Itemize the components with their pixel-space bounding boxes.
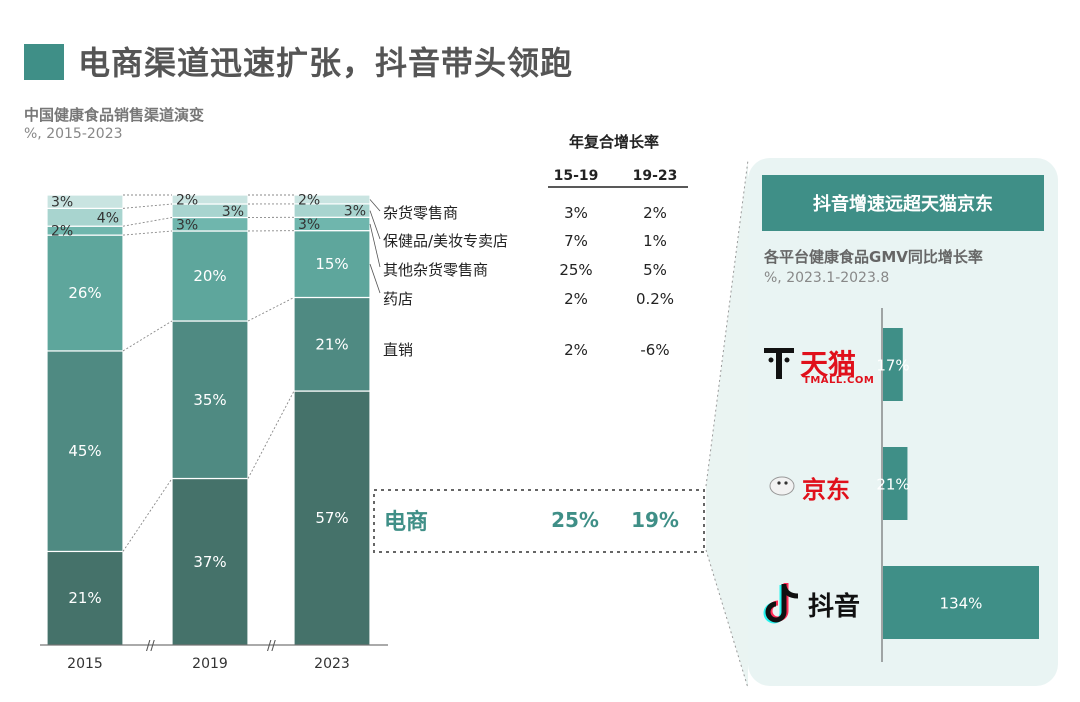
bar-segment bbox=[171, 320, 249, 480]
table-cagr-19-23: -6% bbox=[640, 341, 669, 359]
x-tick-label: 2019 bbox=[192, 656, 228, 672]
series-connector bbox=[122, 478, 173, 552]
table-cagr-15-19: 7% bbox=[564, 232, 588, 250]
bar-data-label: 26% bbox=[68, 284, 101, 302]
tmall-logo-icon bbox=[764, 348, 794, 379]
bar-segment bbox=[293, 390, 371, 646]
table-channel: 药店 bbox=[383, 290, 413, 308]
bar-data-label: 2% bbox=[298, 192, 320, 208]
table-cagr-15-19: 25% bbox=[559, 261, 592, 279]
axis-break-icon: // bbox=[267, 639, 276, 654]
chart-subtitle: 中国健康食品销售渠道演变 bbox=[24, 106, 205, 124]
highlight-c2: 19% bbox=[631, 508, 679, 532]
jd-logo-text: 京东 bbox=[802, 476, 850, 504]
douyin-logo-text: 抖音 bbox=[808, 592, 861, 622]
bar-data-label: 21% bbox=[68, 589, 101, 607]
bar-segment bbox=[171, 477, 249, 646]
connector-line-bottom bbox=[705, 549, 749, 689]
panel-connector bbox=[706, 160, 748, 688]
tmall-logo-subtext: TMALL.COM bbox=[803, 375, 875, 386]
x-tick-label: 2015 bbox=[67, 656, 103, 672]
platform-bar bbox=[883, 566, 1039, 639]
bar-segment bbox=[46, 194, 124, 209]
jd-logo-icon bbox=[769, 476, 795, 496]
series-connector bbox=[122, 203, 173, 209]
series-connector bbox=[247, 390, 295, 479]
highlight-channel: 电商 bbox=[384, 509, 428, 535]
title-accent-block bbox=[24, 44, 64, 80]
page-title: 电商渠道迅速扩张，抖音带头领跑 bbox=[78, 44, 574, 82]
highlight-c1: 25% bbox=[551, 508, 599, 532]
bar-data-label: 21% bbox=[315, 335, 348, 353]
table-cagr-19-23: 2% bbox=[643, 204, 667, 222]
bar-data-label: 45% bbox=[68, 442, 101, 460]
legend-leader-line bbox=[369, 199, 381, 212]
axis-break-icon: // bbox=[146, 639, 155, 654]
bar-data-label: 3% bbox=[222, 204, 244, 220]
table-cagr-19-23: 5% bbox=[643, 261, 667, 279]
bar-data-label: 35% bbox=[193, 391, 226, 409]
series-connector bbox=[122, 320, 173, 352]
table-channel: 杂货零售商 bbox=[383, 204, 458, 222]
bar-data-label: 15% bbox=[315, 255, 348, 273]
bar-segment bbox=[293, 296, 371, 392]
table-cagr-15-19: 3% bbox=[564, 204, 588, 222]
table-channel: 其他杂货零售商 bbox=[383, 261, 488, 279]
table-col-19-23: 19-23 bbox=[633, 168, 678, 184]
panel-title: 各平台健康食品GMV同比增长率 bbox=[764, 248, 983, 266]
platform-bar-label: 21% bbox=[876, 476, 909, 494]
chart-unit: %, 2015-2023 bbox=[24, 126, 123, 142]
bar-segment bbox=[171, 230, 249, 322]
bar-segment bbox=[171, 194, 249, 205]
legend-leader-line bbox=[369, 223, 381, 268]
series-connector bbox=[247, 297, 295, 322]
table-header: 年复合增长率 bbox=[569, 133, 659, 151]
platform-bar bbox=[883, 447, 908, 520]
bar-data-label: 4% bbox=[97, 210, 119, 226]
platform-bar-label: 17% bbox=[876, 357, 909, 375]
legend-leader-line bbox=[369, 263, 381, 294]
table-channel: 保健品/美妆专卖店 bbox=[383, 232, 508, 250]
tmall-logo-text: 天猫 bbox=[800, 348, 857, 381]
platform-bar-label: 134% bbox=[940, 595, 983, 613]
douyin-logo-icon bbox=[763, 583, 799, 624]
bar-data-label: 3% bbox=[176, 217, 198, 233]
series-connector bbox=[122, 230, 173, 236]
bar-data-label: 2% bbox=[176, 193, 198, 209]
bar-data-label: 20% bbox=[193, 267, 226, 285]
bar-data-label: 3% bbox=[51, 195, 73, 211]
bar-data-label: 3% bbox=[298, 217, 320, 233]
bar-data-label: 3% bbox=[344, 204, 366, 220]
x-tick-label: 2023 bbox=[314, 656, 350, 672]
table-cagr-15-19: 2% bbox=[564, 341, 588, 359]
bar-data-label: 2% bbox=[51, 224, 73, 240]
bar-data-label: 57% bbox=[315, 509, 348, 527]
panel-unit: %, 2023.1-2023.8 bbox=[764, 270, 890, 286]
table-cagr-19-23: 0.2% bbox=[636, 290, 674, 308]
platform-bar bbox=[883, 328, 903, 401]
table-cagr-15-19: 2% bbox=[564, 290, 588, 308]
table-cagr-19-23: 1% bbox=[643, 232, 667, 250]
bar-segment bbox=[293, 230, 371, 299]
panel-header: 抖音增速远超天猫京东 bbox=[762, 175, 1044, 231]
table-col-15-19: 15-19 bbox=[554, 168, 599, 184]
table-channel: 直销 bbox=[383, 341, 413, 359]
bar-data-label: 37% bbox=[193, 553, 226, 571]
series-connector bbox=[122, 217, 173, 227]
legend-leader-line bbox=[369, 210, 381, 240]
